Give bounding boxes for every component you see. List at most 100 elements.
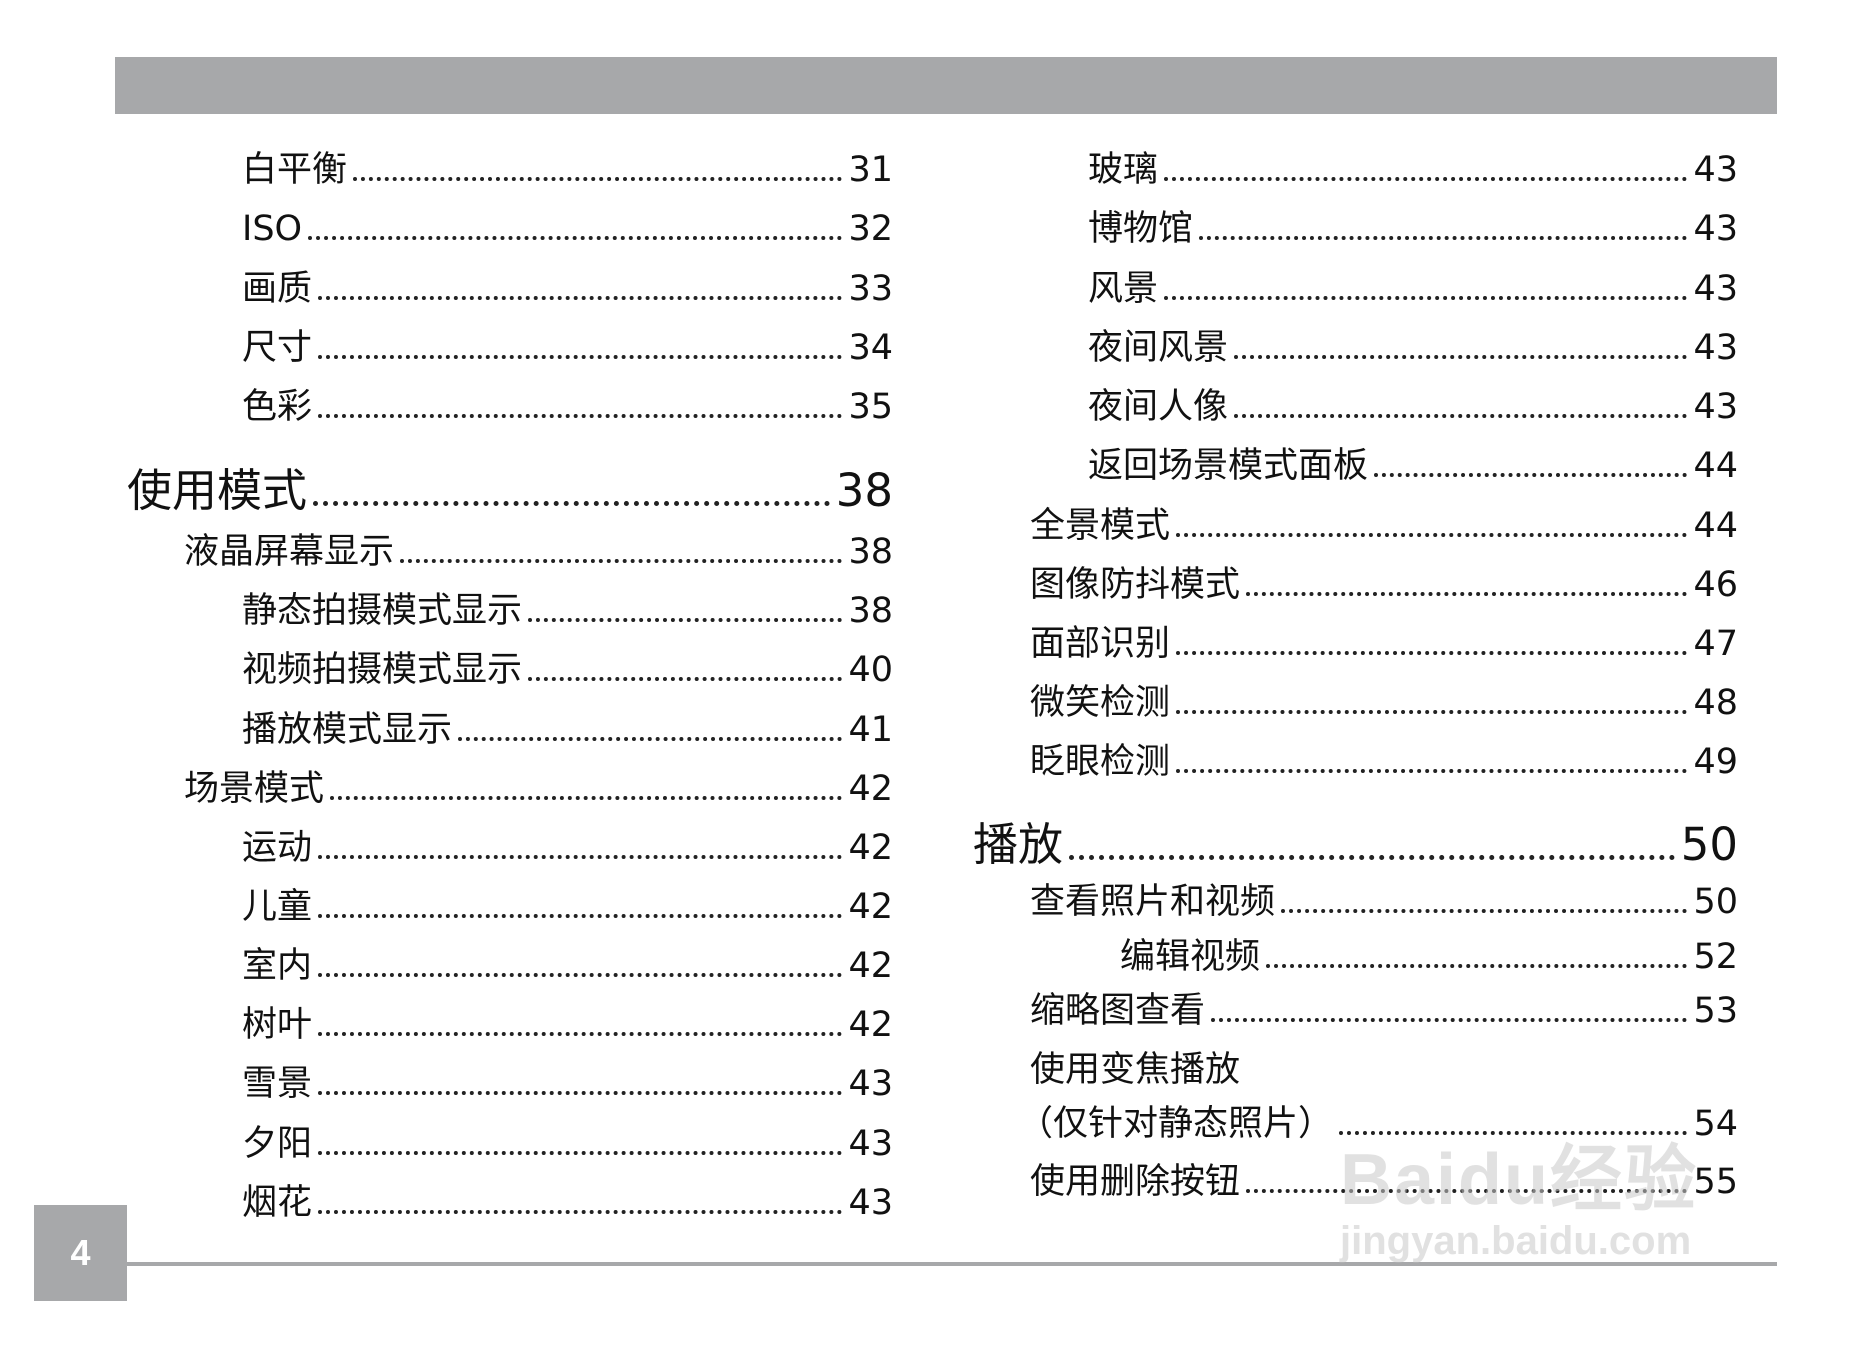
toc-entry-title: 色彩 (242, 387, 313, 427)
toc-entry[interactable]: 儿童 42 (242, 879, 893, 929)
toc-entry[interactable]: 使用变焦播放 (1030, 1042, 1738, 1092)
toc-entry-title: 使用删除按钮 (1030, 1162, 1241, 1202)
toc-entry-page: 42 (848, 946, 893, 986)
toc-chapter[interactable]: 使用模式 38 (127, 459, 893, 519)
toc-entry[interactable]: 夕阳 43 (242, 1116, 893, 1166)
dot-leader (318, 973, 843, 977)
toc-entry[interactable]: 面部识别 47 (1030, 616, 1738, 666)
toc-entry-page: 43 (1693, 387, 1738, 427)
toc-entry-title: 场景模式 (184, 769, 325, 809)
dot-leader (330, 796, 843, 800)
toc-entry-page: 43 (848, 1183, 893, 1223)
toc-entry[interactable]: 室内 42 (242, 938, 893, 988)
toc-entry[interactable]: 全景模式 44 (1030, 498, 1738, 548)
toc-entry-page: 44 (1693, 446, 1738, 486)
dot-leader (1234, 414, 1688, 418)
dot-leader (318, 855, 843, 859)
toc-entry-title: 查看照片和视频 (1030, 882, 1276, 922)
dot-leader (318, 1032, 843, 1036)
toc-entry-title: 返回场景模式面板 (1088, 446, 1369, 486)
dot-leader (318, 296, 843, 300)
toc-entry[interactable]: 博物馆 43 (1088, 201, 1738, 251)
dot-leader (318, 1210, 843, 1214)
dot-leader (1199, 236, 1688, 240)
toc-entry[interactable]: 色彩 35 (242, 379, 893, 429)
header-bar (115, 57, 1777, 114)
toc-entry-page: 55 (1693, 1162, 1738, 1202)
toc-entry-page: 42 (848, 769, 893, 809)
dot-leader (353, 177, 843, 181)
toc-entry[interactable]: 玻璃 43 (1088, 142, 1738, 192)
toc-entry-title: 夜间风景 (1088, 328, 1229, 368)
toc-entry[interactable]: ISO 32 (242, 201, 893, 251)
toc-entry-title: 播放 (973, 818, 1064, 871)
toc-entry-title: 播放模式显示 (242, 710, 453, 750)
dot-leader (1176, 769, 1688, 773)
toc-entry[interactable]: 视频拍摄模式显示 40 (242, 642, 893, 692)
toc-entry-page: 44 (1693, 506, 1738, 546)
toc-entry-title: 夕阳 (242, 1124, 313, 1164)
toc-entry-title: 运动 (242, 828, 313, 868)
toc-entry-page: 38 (848, 532, 893, 572)
toc-entry[interactable]: 画质 33 (242, 261, 893, 311)
toc-entry[interactable]: 尺寸 34 (242, 320, 893, 370)
toc-entry[interactable]: （仅针对静态照片） 54 (1018, 1096, 1738, 1146)
toc-entry[interactable]: 雪景 43 (242, 1056, 893, 1106)
toc-entry-title: 室内 (242, 946, 313, 986)
toc-entry-title: 静态拍摄模式显示 (242, 591, 523, 631)
dot-leader (1164, 296, 1688, 300)
toc-entry[interactable]: 夜间人像 43 (1088, 379, 1738, 429)
toc-entry-title: 画质 (242, 269, 313, 309)
toc-entry-page: 54 (1693, 1104, 1738, 1144)
toc-entry-title: 使用模式 (127, 464, 308, 517)
dot-leader (1281, 909, 1688, 913)
dot-leader (1176, 533, 1688, 537)
toc-entry-page: 38 (835, 464, 893, 517)
dot-leader (1176, 651, 1688, 655)
toc-entry-title: 烟花 (242, 1183, 313, 1223)
dot-leader (1339, 1131, 1688, 1135)
toc-entry[interactable]: 返回场景模式面板 44 (1088, 438, 1738, 488)
toc-entry[interactable]: 风景 43 (1088, 261, 1738, 311)
toc-entry-title: 树叶 (242, 1005, 313, 1045)
dot-leader (400, 559, 843, 563)
toc-entry[interactable]: 使用删除按钮 55 (1030, 1154, 1738, 1204)
toc-entry[interactable]: 场景模式 42 (184, 761, 893, 811)
toc-entry-page: 43 (1693, 328, 1738, 368)
toc-entry-page: 50 (1693, 882, 1738, 922)
toc-entry[interactable]: 微笑检测 48 (1030, 675, 1738, 725)
footer-divider (127, 1262, 1777, 1266)
dot-leader (1211, 1018, 1688, 1022)
toc-entry[interactable]: 编辑视频 52 (1120, 929, 1738, 979)
toc-entry-page: 43 (848, 1124, 893, 1164)
toc-entry[interactable]: 树叶 42 (242, 997, 893, 1047)
toc-entry[interactable]: 烟花 43 (242, 1175, 893, 1225)
toc-entry[interactable]: 眨眼检测 49 (1030, 734, 1738, 784)
toc-entry-page: 41 (848, 710, 893, 750)
toc-entry-page: 43 (1693, 209, 1738, 249)
dot-leader (1266, 964, 1688, 968)
toc-entry-page: 43 (848, 1064, 893, 1104)
toc-entry[interactable]: 液晶屏幕显示 38 (184, 524, 893, 574)
toc-entry-page: 48 (1693, 683, 1738, 723)
toc-entry-page: 42 (848, 828, 893, 868)
toc-entry-page: 47 (1693, 624, 1738, 664)
dot-leader (528, 618, 843, 622)
toc-entry[interactable]: 静态拍摄模式显示 38 (242, 583, 893, 633)
toc-chapter[interactable]: 播放 50 (973, 813, 1738, 873)
dot-leader (1246, 1189, 1688, 1193)
toc-entry-page: 35 (848, 387, 893, 427)
toc-entry[interactable]: 运动 42 (242, 820, 893, 870)
toc-entry-page: 31 (848, 150, 893, 190)
toc-entry-title: 玻璃 (1088, 150, 1159, 190)
toc-entry[interactable]: 图像防抖模式 46 (1030, 557, 1738, 607)
toc-entry-title: 夜间人像 (1088, 387, 1229, 427)
toc-entry[interactable]: 查看照片和视频 50 (1030, 874, 1738, 924)
dot-leader (1246, 592, 1688, 596)
toc-entry-title: 图像防抖模式 (1030, 565, 1241, 605)
toc-entry[interactable]: 缩略图查看 53 (1030, 983, 1738, 1033)
toc-entry[interactable]: 播放模式显示 41 (242, 702, 893, 752)
toc-entry[interactable]: 夜间风景 43 (1088, 320, 1738, 370)
toc-entry[interactable]: 白平衡 31 (242, 142, 893, 192)
toc-entry-title: 眨眼检测 (1030, 742, 1171, 782)
